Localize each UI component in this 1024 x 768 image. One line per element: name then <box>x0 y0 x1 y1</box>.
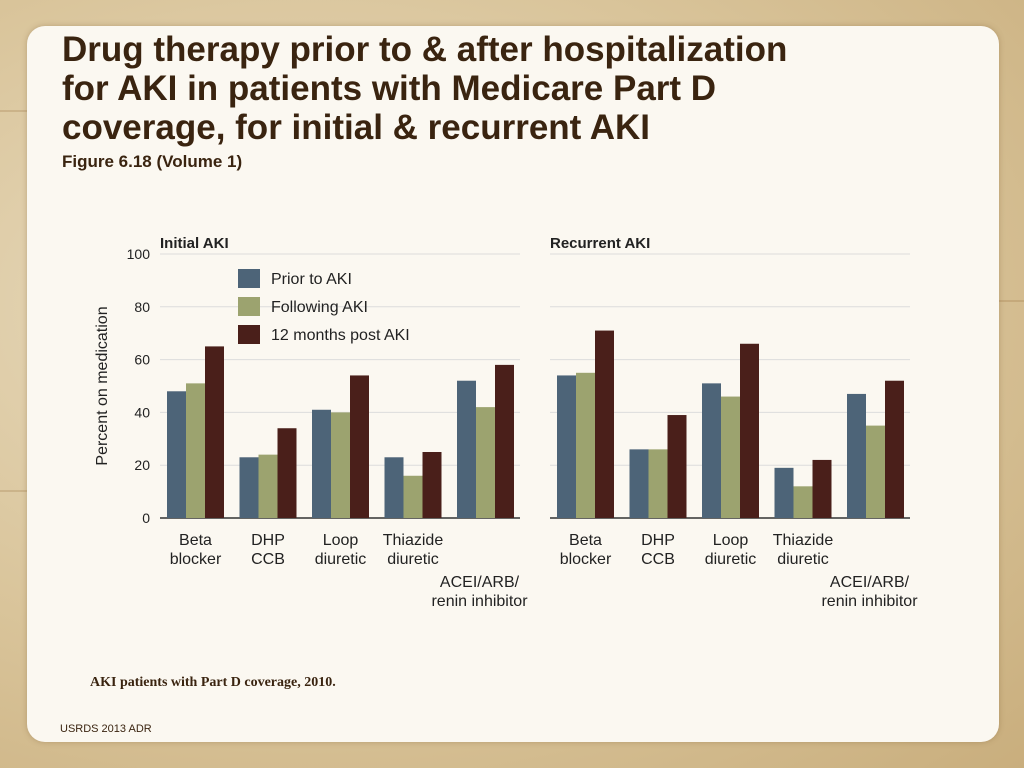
bar-post12 <box>667 415 687 518</box>
bar-prior <box>239 457 259 518</box>
panel-title: Initial AKI <box>160 235 229 252</box>
y-tick-label: 80 <box>134 299 150 315</box>
category-label: ACEI/ARB/ <box>830 574 910 591</box>
category-label: DHP <box>641 532 675 549</box>
bar-following <box>258 454 278 518</box>
y-axis-label: Percent on medication <box>94 306 111 465</box>
category-label: Beta <box>179 532 212 549</box>
bar-prior <box>629 449 649 518</box>
bar-following <box>476 407 495 518</box>
bar-prior <box>384 457 404 518</box>
footer-source: USRDS 2013 ADR <box>60 723 152 735</box>
bar-following <box>186 383 205 518</box>
bar-prior <box>457 380 476 518</box>
bar-prior <box>774 467 794 518</box>
bar-prior <box>702 383 721 518</box>
bar-prior <box>167 391 186 518</box>
bar-prior <box>557 375 576 518</box>
y-tick-label: 20 <box>134 457 150 473</box>
category-label: renin inhibitor <box>821 593 918 610</box>
bar-following <box>866 425 885 518</box>
legend-label: 12 months post AKI <box>271 327 410 344</box>
bar-post12 <box>495 364 514 518</box>
category-label: DHP <box>251 532 285 549</box>
category-label: Thiazide <box>773 532 834 549</box>
bar-following <box>403 475 423 518</box>
figure-caption: AKI patients with Part D coverage, 2010. <box>90 675 336 690</box>
bar-prior <box>847 393 866 518</box>
category-label: diuretic <box>315 551 367 568</box>
legend-label: Prior to AKI <box>271 271 352 288</box>
panel-title: Recurrent AKI <box>550 235 650 252</box>
title-line-3: coverage, for initial & recurrent AKI <box>62 108 651 147</box>
bar-following <box>721 396 740 518</box>
category-label: Beta <box>569 532 602 549</box>
bar-prior <box>312 409 331 518</box>
category-label: Loop <box>713 532 749 549</box>
bar-post12 <box>595 330 614 518</box>
y-tick-label: 40 <box>134 404 150 420</box>
bar-following <box>576 372 595 518</box>
bar-post12 <box>740 343 759 518</box>
title-line-2: for AKI in patients with Medicare Part D <box>62 69 717 108</box>
category-label: diuretic <box>387 551 439 568</box>
category-label: CCB <box>251 551 285 568</box>
y-tick-label: 60 <box>134 352 150 368</box>
legend-swatch <box>238 325 260 344</box>
category-label: diuretic <box>777 551 829 568</box>
bar-post12 <box>205 346 224 518</box>
bar-post12 <box>812 459 832 518</box>
legend-label: Following AKI <box>271 299 368 316</box>
category-label: blocker <box>560 551 612 568</box>
bar-post12 <box>277 428 297 518</box>
bar-following <box>648 449 668 518</box>
category-label: Loop <box>323 532 359 549</box>
bar-post12 <box>885 380 904 518</box>
figure-subtitle: Figure 6.18 (Volume 1) <box>62 152 243 171</box>
bar-post12 <box>422 452 442 518</box>
category-label: renin inhibitor <box>431 593 528 610</box>
bar-following <box>793 486 813 518</box>
slide-title: Drug therapy prior to & after hospitaliz… <box>62 30 962 147</box>
category-label: ACEI/ARB/ <box>440 574 520 591</box>
legend-swatch <box>238 269 260 288</box>
legend-swatch <box>238 297 260 316</box>
y-tick-label: 100 <box>127 246 151 262</box>
category-label: CCB <box>641 551 675 568</box>
bar-post12 <box>350 375 369 518</box>
bar-following <box>331 412 350 518</box>
category-label: blocker <box>170 551 222 568</box>
title-line-1: Drug therapy prior to & after hospitaliz… <box>62 30 788 69</box>
y-tick-label: 0 <box>142 510 150 526</box>
category-label: diuretic <box>705 551 757 568</box>
category-label: Thiazide <box>383 532 444 549</box>
